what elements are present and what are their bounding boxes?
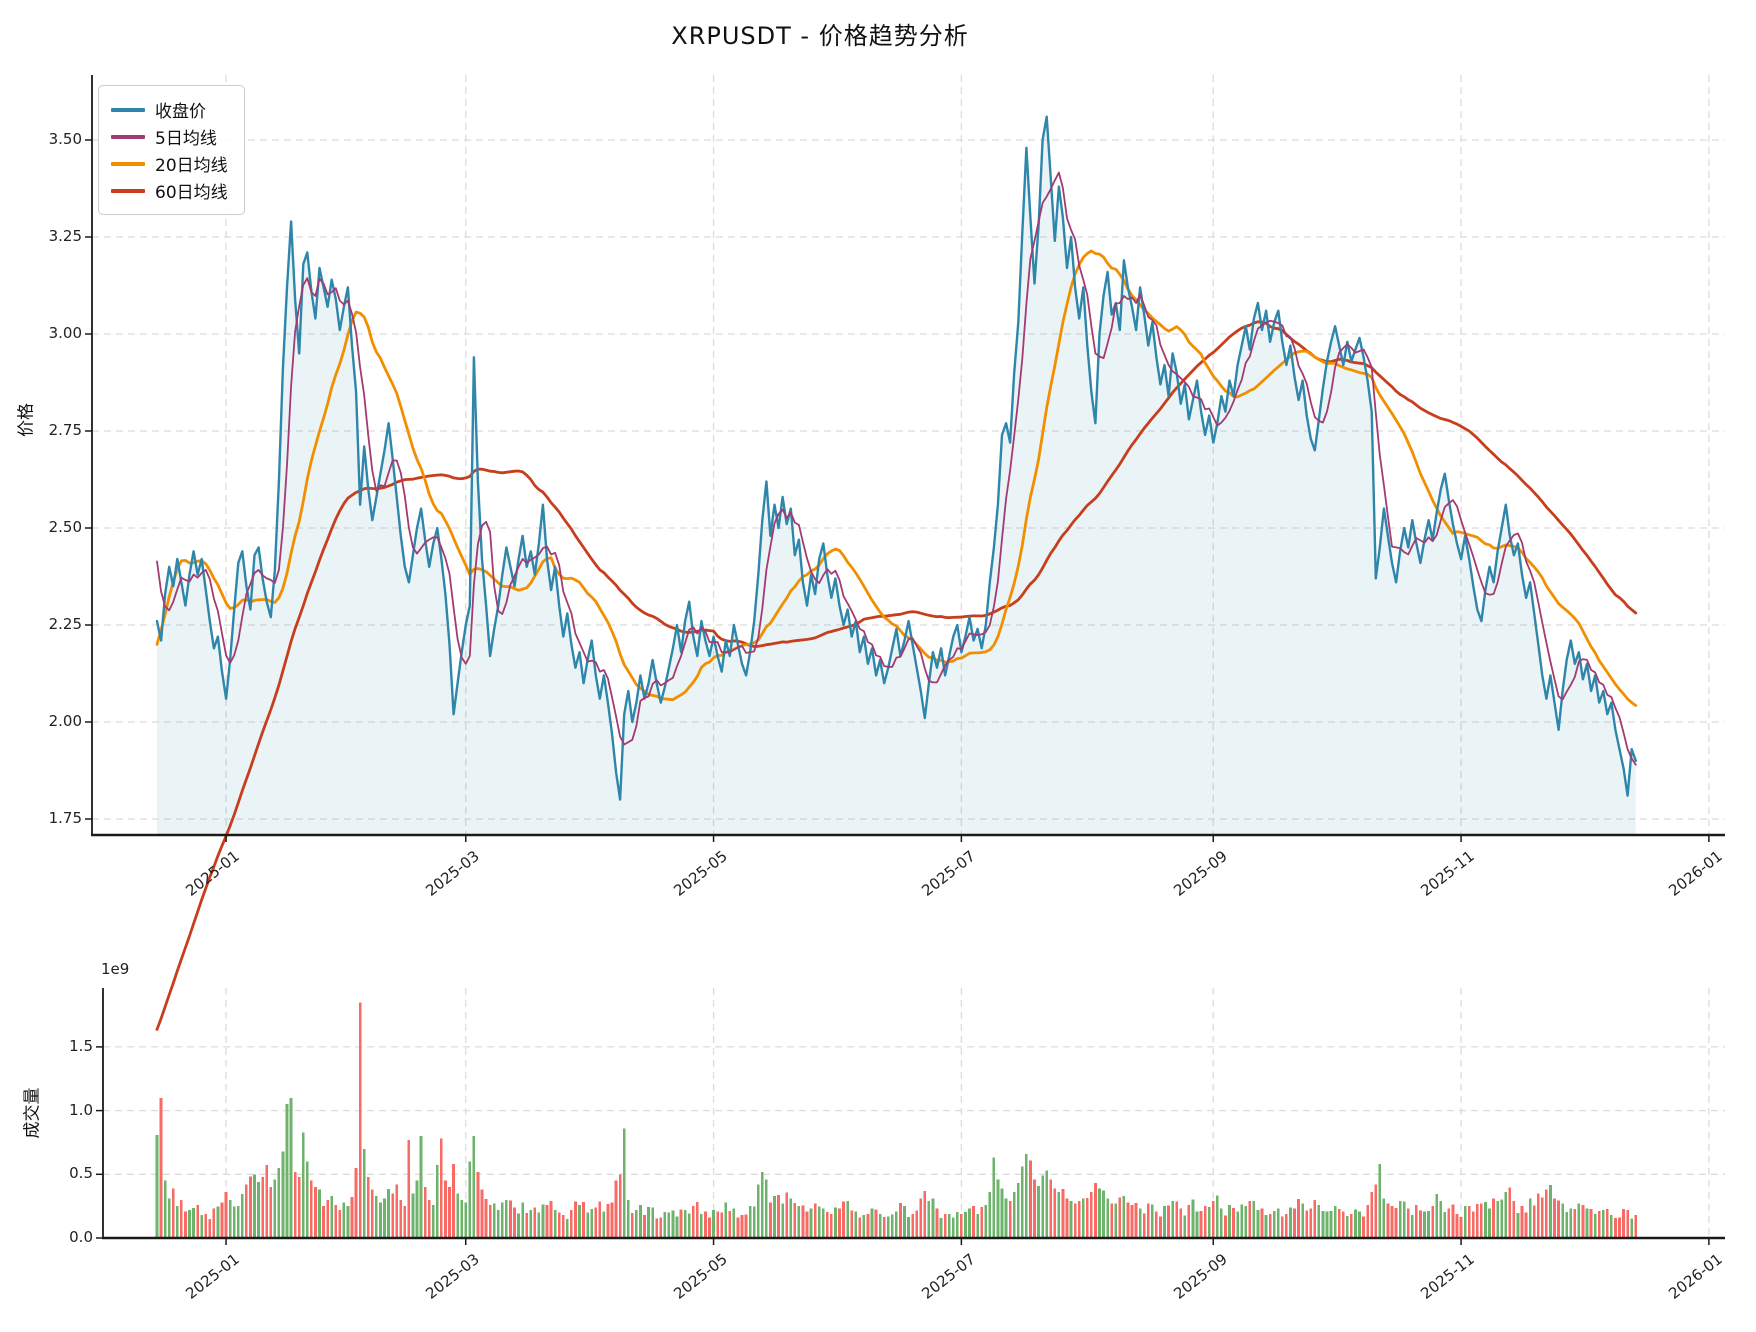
legend: 收盘价 5日均线 20日均线 60日均线 <box>98 85 245 215</box>
price-y-tick-label: 2.50 <box>48 518 82 536</box>
legend-item-ma60: 60日均线 <box>111 177 228 204</box>
volume-y-axis-label: 成交量 <box>22 1087 43 1139</box>
legend-label: 60日均线 <box>155 183 228 203</box>
price-y-tick-label: 2.00 <box>48 712 82 730</box>
legend-label: 收盘价 <box>155 102 206 122</box>
price-y-tick-label: 2.25 <box>48 615 82 633</box>
legend-label: 5日均线 <box>155 129 217 149</box>
legend-item-ma20: 20日均线 <box>111 150 228 177</box>
volume-y-tick-label: 1.5 <box>69 1036 93 1055</box>
ma5-line-swatch <box>111 134 145 139</box>
price-y-axis-label: 价格 <box>16 403 37 437</box>
ma60-line-swatch <box>111 188 145 193</box>
ma20-line-swatch <box>111 161 145 166</box>
volume-y-tick-label: 0.0 <box>69 1228 93 1246</box>
price-y-tick-label: 3.25 <box>48 227 82 245</box>
price-y-tick-label: 3.00 <box>48 324 82 342</box>
legend-label: 20日均线 <box>155 156 228 176</box>
legend-item-close: 收盘价 <box>111 96 228 123</box>
legend-item-ma5: 5日均线 <box>111 123 228 150</box>
close-line-swatch <box>111 107 145 112</box>
volume-offset-label: 1e9 <box>101 960 130 978</box>
chart-title: XRPUSDT - 价格趋势分析 <box>671 22 969 50</box>
volume-y-tick-label: 1.0 <box>69 1100 93 1119</box>
volume-y-tick-label: 0.5 <box>69 1164 93 1183</box>
price-y-tick-label: 1.75 <box>48 809 82 827</box>
price-y-tick-label: 3.50 <box>48 130 82 148</box>
price-y-tick-label: 2.75 <box>48 421 82 439</box>
